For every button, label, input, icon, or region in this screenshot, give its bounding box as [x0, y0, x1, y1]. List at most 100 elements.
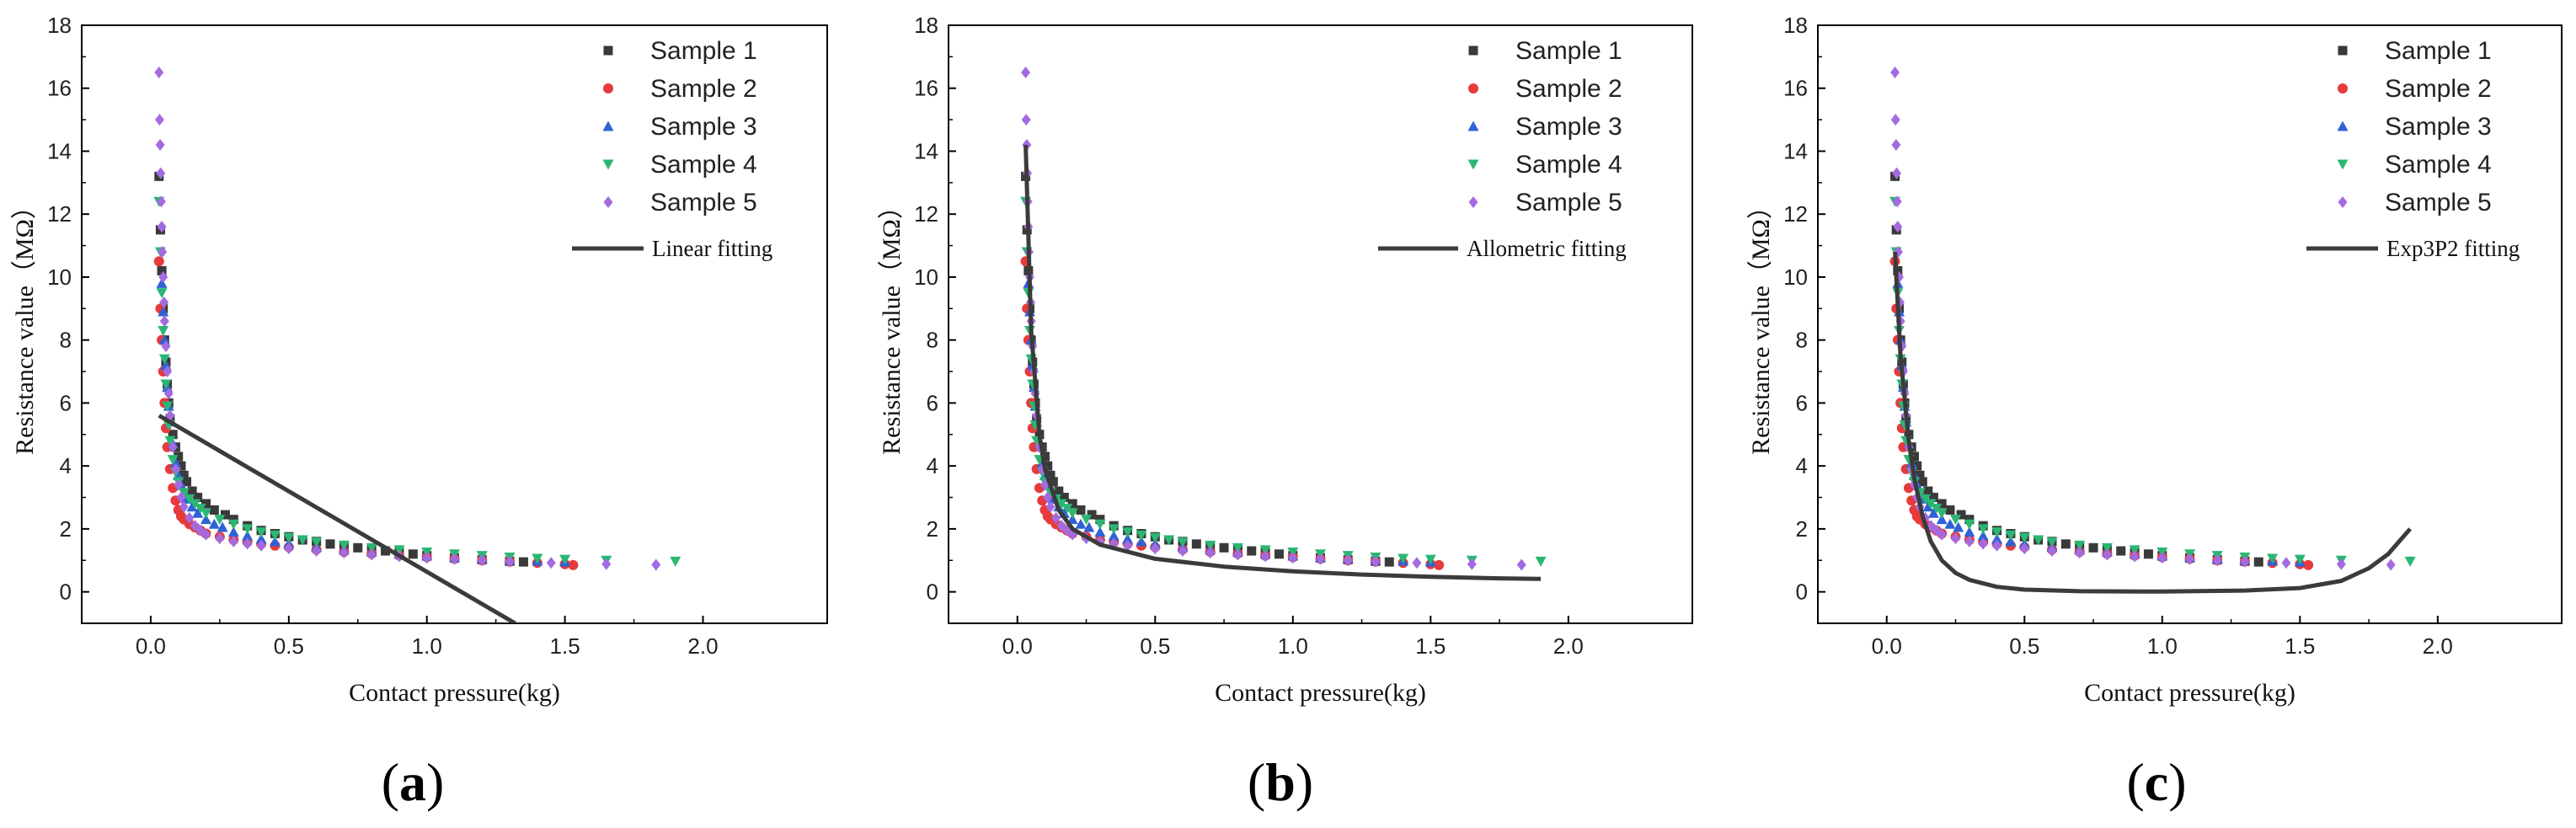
- data-point: [1890, 67, 1900, 79]
- legend: Sample 1 Sample 2 Sample 3 Sample 4 Sample 5…: [2306, 37, 2520, 261]
- data-point: [184, 494, 195, 505]
- data-point: [450, 553, 459, 565]
- data-point: [1915, 470, 1925, 480]
- data-point: [192, 507, 204, 518]
- data-point: [1945, 505, 1955, 515]
- data-point: [1978, 537, 1988, 550]
- series-sample-3: [1023, 277, 1436, 567]
- data-point: [161, 340, 171, 353]
- data-point: [242, 524, 254, 535]
- data-point: [518, 557, 528, 567]
- legend-entry-label: Sample 3: [1515, 113, 1622, 141]
- data-point: [1094, 526, 1106, 537]
- data-point: [228, 515, 238, 525]
- data-point: [154, 67, 164, 79]
- data-point: [153, 256, 164, 267]
- data-point: [1964, 526, 1975, 537]
- data-point: [2005, 530, 2017, 541]
- data-point: [2240, 555, 2250, 568]
- data-point: [178, 488, 190, 499]
- y-tick-label: 4: [60, 453, 72, 478]
- data-point: [1045, 470, 1056, 480]
- data-point: [1288, 552, 1298, 564]
- data-point: [162, 401, 174, 412]
- legend-entry-label: Sample 5: [2385, 189, 2492, 216]
- data-point: [156, 288, 168, 299]
- data-point: [2033, 535, 2044, 546]
- y-tick-label: 4: [927, 453, 938, 478]
- data-point: [1191, 539, 1201, 549]
- data-point: [1424, 554, 1436, 565]
- data-point: [338, 540, 350, 551]
- legend-entry-label: Sample 4: [1515, 151, 1622, 179]
- data-point: [2101, 542, 2113, 553]
- data-point: [325, 539, 335, 549]
- data-point: [179, 500, 189, 513]
- y-tick-label: 16: [914, 76, 938, 101]
- y-tick-label: 8: [60, 328, 72, 353]
- data-point: [1944, 518, 1956, 529]
- data-point: [1083, 521, 1095, 532]
- data-point: [1232, 548, 1243, 561]
- data-point: [1205, 547, 1216, 559]
- data-point: [1964, 535, 1975, 548]
- data-point: [1059, 493, 1069, 503]
- legend-fit-label: Linear fitting: [652, 236, 772, 261]
- legend-marker: [603, 196, 613, 208]
- data-point: [170, 462, 180, 475]
- y-tick-label: 4: [1796, 453, 1808, 478]
- legend-marker: [603, 45, 613, 56]
- data-point: [2303, 559, 2314, 570]
- panel-label: (a): [382, 752, 445, 812]
- data-point: [1094, 519, 1106, 530]
- data-point: [242, 530, 254, 541]
- data-point: [505, 555, 515, 568]
- x-tick-label: 0.5: [2009, 633, 2039, 659]
- data-point: [1909, 451, 1919, 462]
- y-tick-label: 12: [1783, 201, 1808, 227]
- data-point: [1054, 486, 1064, 496]
- data-area: [1889, 67, 2416, 594]
- y-tick-label: 6: [927, 390, 938, 415]
- data-area: [1020, 67, 1547, 581]
- data-point: [182, 477, 192, 487]
- series-sample-5: [154, 67, 661, 571]
- x-tick-label: 1.5: [1415, 633, 1446, 659]
- data-point: [2018, 532, 2030, 543]
- y-tick-label: 10: [1783, 264, 1808, 290]
- x-axis-label: Contact pressure(kg): [2084, 679, 2295, 707]
- legend-marker: [2338, 196, 2348, 208]
- data-point: [2088, 542, 2098, 553]
- series-sample-1: [1890, 171, 2263, 567]
- data-point: [1056, 499, 1067, 510]
- data-point: [2074, 540, 2086, 551]
- x-tick-label: 0.0: [136, 633, 166, 659]
- data-point: [1920, 494, 1932, 505]
- data-point: [2336, 558, 2346, 570]
- data-point: [168, 441, 178, 453]
- legend-marker: [602, 159, 614, 170]
- x-tick-label: 0.0: [1872, 633, 1902, 659]
- data-point: [1928, 493, 1938, 503]
- fit-line: [1023, 144, 1542, 581]
- data-point: [1937, 499, 1947, 509]
- y-tick-label: 14: [914, 138, 938, 163]
- y-tick-label: 0: [1796, 580, 1808, 605]
- data-point: [168, 430, 178, 440]
- data-point: [1936, 514, 1948, 525]
- data-point: [156, 167, 166, 179]
- legend-entry-label: Sample 3: [650, 113, 757, 141]
- data-point: [1045, 500, 1056, 513]
- data-point: [1021, 114, 1031, 126]
- series-sample-5: [1021, 67, 1526, 571]
- y-axis-label: Resistance value（MΩ）: [11, 194, 39, 455]
- data-point: [1964, 519, 1975, 530]
- data-point: [1977, 530, 1989, 541]
- data-point: [158, 325, 169, 336]
- data-point: [1434, 559, 1445, 570]
- data-point: [174, 451, 184, 462]
- data-point: [1891, 139, 1901, 151]
- data-point: [1048, 477, 1058, 487]
- data-point: [1219, 542, 1229, 553]
- series-sample-4: [1889, 196, 2416, 567]
